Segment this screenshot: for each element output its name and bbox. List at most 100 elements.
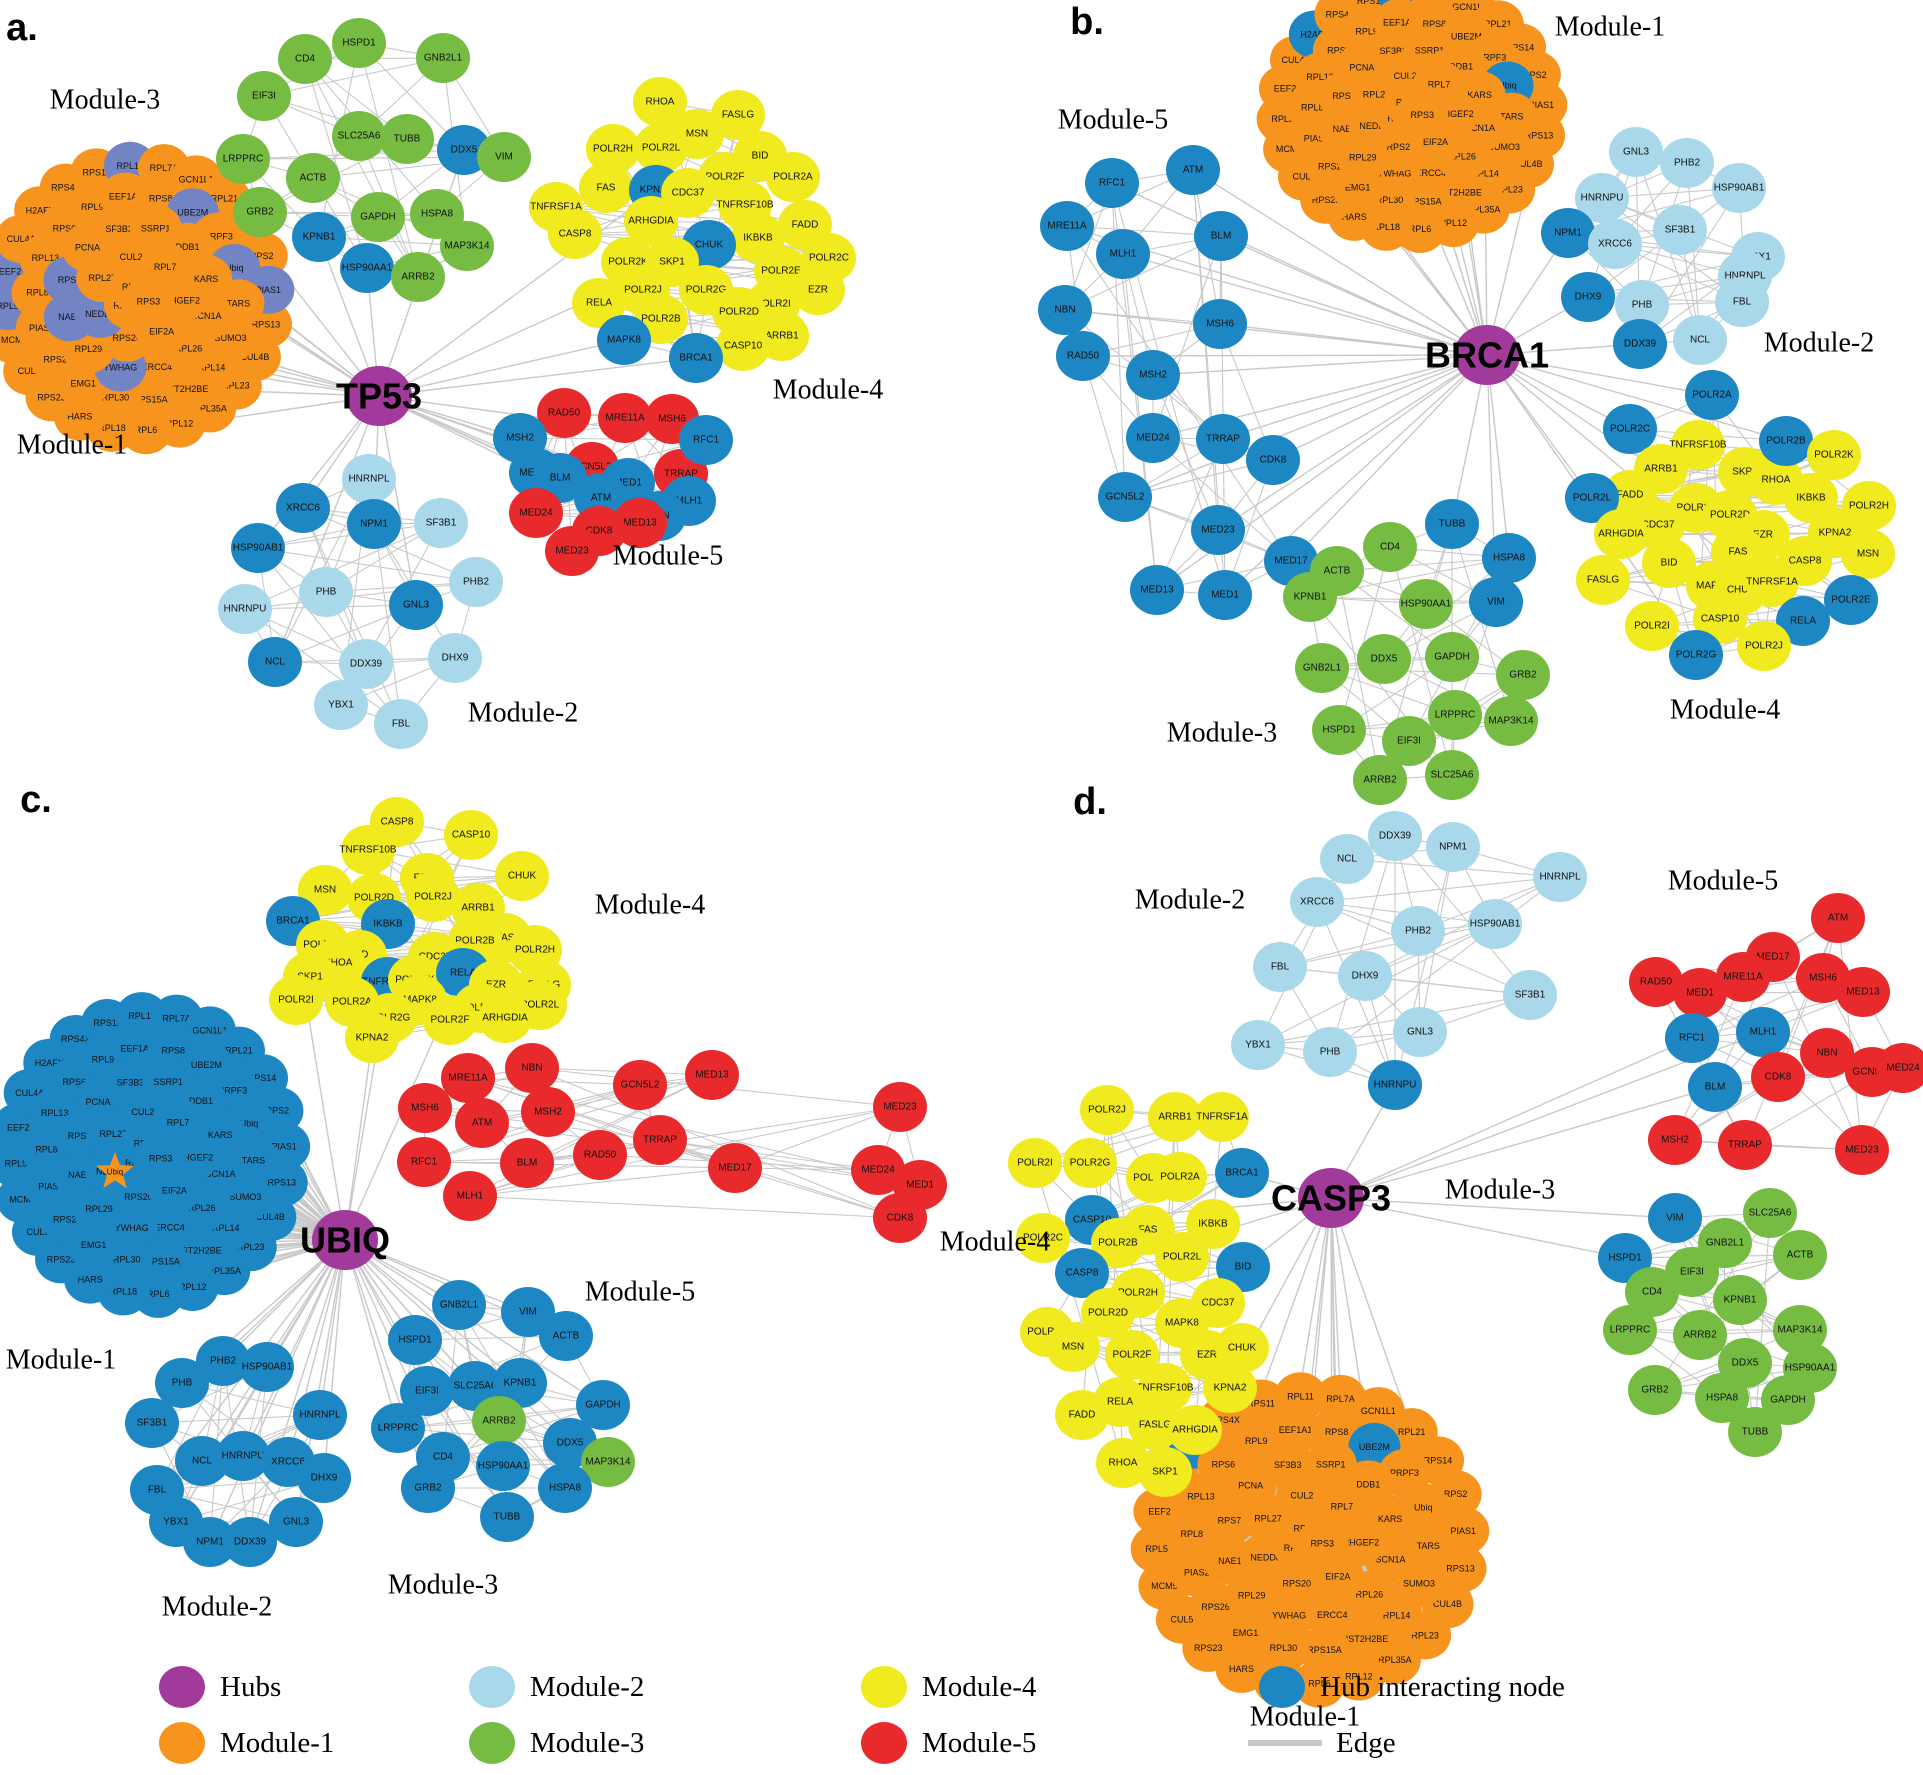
node-PHB2[interactable] (1660, 138, 1714, 188)
node-ARRB2[interactable] (472, 1396, 526, 1446)
node-ACTB[interactable] (286, 153, 340, 203)
node-POLR2A[interactable] (1685, 370, 1739, 420)
node-MED23[interactable] (545, 526, 599, 576)
node-RELA[interactable] (572, 278, 626, 328)
node-DDX5[interactable] (437, 125, 491, 175)
node-CASP10[interactable] (444, 810, 498, 860)
node-MED13[interactable] (685, 1050, 739, 1100)
node-RPS3[interactable] (122, 277, 175, 326)
node-DDX39[interactable] (339, 639, 393, 689)
node-MAP3K14[interactable] (1484, 696, 1538, 746)
node-SF3B1[interactable] (125, 1398, 179, 1448)
node-CDK8[interactable] (1246, 435, 1300, 485)
node-RHOA[interactable] (1096, 1438, 1150, 1488)
node-POLR2F[interactable] (1105, 1330, 1159, 1380)
node-MAP3K14[interactable] (581, 1437, 635, 1487)
node-RAD50[interactable] (573, 1130, 627, 1180)
node-HSPA8[interactable] (538, 1463, 592, 1513)
node-MED24[interactable] (1126, 413, 1180, 463)
node-TRRAP[interactable] (1718, 1120, 1772, 1170)
node-POLR2L[interactable] (634, 123, 688, 173)
node-MSN[interactable] (298, 865, 352, 915)
node-RPS7[interactable] (1203, 1496, 1256, 1545)
node-MSN[interactable] (1046, 1322, 1100, 1372)
node-YBX1[interactable] (1231, 1020, 1285, 1070)
node-BRCA1[interactable] (669, 333, 723, 383)
node-HNRNPU[interactable] (1575, 173, 1629, 223)
node-BLM[interactable] (1688, 1062, 1742, 1112)
node-GCN5L2[interactable] (1098, 472, 1152, 522)
node-CD4[interactable] (1625, 1267, 1679, 1317)
node-GAPDH[interactable] (576, 1380, 630, 1430)
node-GRB2[interactable] (401, 1463, 455, 1513)
node-MAP3K14[interactable] (440, 221, 494, 271)
node-MED17[interactable] (708, 1143, 762, 1193)
node-HSP90AA1[interactable] (476, 1441, 530, 1491)
node-FBL[interactable] (374, 699, 428, 749)
node-KPNB1[interactable] (1283, 572, 1337, 622)
node-ACTB[interactable] (1773, 1230, 1827, 1280)
node-TRRAP[interactable] (1196, 414, 1250, 464)
node-ARRB1[interactable] (1148, 1092, 1202, 1142)
node-LRPPRC[interactable] (1603, 1305, 1657, 1355)
node-HNRNPU[interactable] (216, 1431, 270, 1481)
node-FBL[interactable] (1715, 277, 1769, 327)
node-CASP8[interactable] (1055, 1248, 1109, 1298)
node-GNL3[interactable] (1393, 1007, 1447, 1057)
node-POLR2A[interactable] (766, 152, 820, 202)
node-GRB2[interactable] (233, 187, 287, 237)
node-POLR2L[interactable] (1155, 1232, 1209, 1282)
node-RAD50[interactable] (537, 388, 591, 438)
node-CD4[interactable] (278, 34, 332, 84)
node-HSP90AB1[interactable] (240, 1342, 294, 1392)
node-POLR2H[interactable] (586, 124, 640, 174)
hub-UBIQ[interactable] (312, 1210, 378, 1270)
node-PHB[interactable] (299, 567, 353, 617)
node-YBX1[interactable] (314, 680, 368, 730)
node-POLR2J[interactable] (1080, 1085, 1134, 1135)
node-FBL[interactable] (1253, 942, 1307, 992)
node-FAS[interactable] (579, 163, 633, 213)
node-MSH2[interactable] (521, 1087, 575, 1137)
node-GCN5L2[interactable] (613, 1060, 667, 1110)
node-POLR2B[interactable] (1091, 1218, 1145, 1268)
node-NPM1[interactable] (183, 1517, 237, 1567)
node-KPNB1[interactable] (1713, 1275, 1767, 1325)
node-SLC25A6[interactable] (1425, 750, 1479, 800)
node-ATM[interactable] (1166, 145, 1220, 195)
node-GNB2L1[interactable] (416, 33, 470, 83)
node-MED23[interactable] (873, 1082, 927, 1132)
node-MED13[interactable] (1836, 967, 1890, 1017)
node-CASP10[interactable] (1693, 594, 1747, 644)
node-CHUK[interactable] (495, 851, 549, 901)
node-POLR2G[interactable] (1063, 1138, 1117, 1188)
node-HSPD1[interactable] (388, 1315, 442, 1365)
node-LRPPRC[interactable] (216, 134, 270, 184)
node-CD4[interactable] (1363, 522, 1417, 572)
node-RAD50[interactable] (1056, 331, 1110, 381)
node-GNB2L1[interactable] (432, 1280, 486, 1330)
node-POLR2L[interactable] (1565, 473, 1619, 523)
node-ARRB2[interactable] (1353, 755, 1407, 805)
node-EIF3I[interactable] (1665, 1247, 1719, 1297)
node-NBN[interactable] (1800, 1028, 1854, 1078)
node-KPNA2[interactable] (1203, 1363, 1257, 1413)
node-PHB2[interactable] (196, 1336, 250, 1386)
node-HSP90AA1[interactable] (1399, 579, 1453, 629)
ubiq-star-node[interactable] (96, 1152, 134, 1189)
node-BLM[interactable] (1194, 211, 1248, 261)
node-GRB2[interactable] (1628, 1365, 1682, 1415)
node-XRCC6[interactable] (276, 483, 330, 533)
node-NPM1[interactable] (1426, 822, 1480, 872)
node-KPNB1[interactable] (493, 1358, 547, 1408)
node-RHOA[interactable] (633, 77, 687, 127)
node-ARRB2[interactable] (391, 252, 445, 302)
node-POLR2I[interactable] (1008, 1138, 1062, 1188)
node-BRCA1[interactable] (1215, 1148, 1269, 1198)
node-NBN[interactable] (505, 1043, 559, 1093)
hub-BRCA1[interactable] (1454, 325, 1520, 385)
node-RPS3[interactable] (134, 1134, 187, 1183)
node-MLH1[interactable] (1736, 1007, 1790, 1057)
node-GNL3[interactable] (389, 580, 443, 630)
node-GAPDH[interactable] (351, 192, 405, 242)
